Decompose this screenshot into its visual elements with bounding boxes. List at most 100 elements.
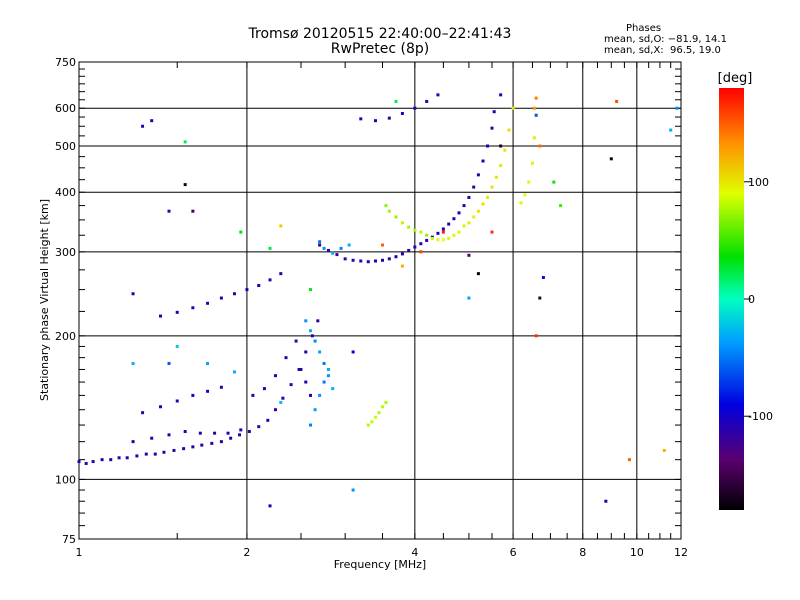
data-point xyxy=(351,488,355,492)
data-point xyxy=(175,399,179,403)
data-point xyxy=(318,393,322,397)
data-point xyxy=(511,106,515,110)
grid-lines xyxy=(78,62,681,539)
data-point xyxy=(400,111,404,115)
stats-line-o: mean, sd,O: −81.9, 14.1 xyxy=(604,34,727,45)
data-point xyxy=(507,128,511,132)
data-point xyxy=(413,106,417,110)
data-point xyxy=(289,383,293,387)
data-point xyxy=(499,93,503,97)
data-point xyxy=(251,393,255,397)
data-point xyxy=(490,230,494,234)
data-point xyxy=(150,436,154,440)
x-tick-label: 2 xyxy=(243,546,250,559)
data-point xyxy=(503,148,507,152)
data-point xyxy=(380,258,384,262)
y-tick-label: 400 xyxy=(55,186,76,199)
data-point xyxy=(326,367,330,371)
data-point xyxy=(347,243,351,247)
data-point xyxy=(200,443,204,447)
data-point xyxy=(419,230,423,234)
data-point xyxy=(662,448,666,452)
data-point xyxy=(167,361,171,365)
data-point xyxy=(266,418,270,422)
data-point xyxy=(141,124,145,128)
data-point xyxy=(206,361,210,365)
data-point xyxy=(467,296,471,300)
data-point xyxy=(387,257,391,261)
data-point xyxy=(457,211,461,215)
data-point xyxy=(534,113,538,117)
data-point xyxy=(387,209,391,213)
data-point xyxy=(313,339,317,343)
data-point xyxy=(191,393,195,397)
x-tick-label: 8 xyxy=(579,546,586,559)
y-tick-label: 100 xyxy=(55,473,76,486)
data-point xyxy=(131,361,135,365)
data-point xyxy=(335,253,339,257)
data-point xyxy=(436,93,440,97)
data-point xyxy=(232,292,236,296)
data-point xyxy=(183,140,187,144)
data-point xyxy=(322,380,326,384)
data-point xyxy=(206,301,210,305)
data-point xyxy=(530,161,534,165)
data-point xyxy=(141,411,145,415)
data-point xyxy=(279,272,283,276)
data-point xyxy=(316,319,320,323)
data-point xyxy=(226,431,230,435)
data-point xyxy=(373,415,377,419)
data-point xyxy=(262,387,266,391)
data-points xyxy=(77,93,679,508)
data-point xyxy=(213,431,217,435)
data-point xyxy=(532,136,536,140)
data-point xyxy=(167,433,171,437)
data-point xyxy=(604,499,608,503)
data-point xyxy=(284,356,288,360)
x-axis-label: Frequency [MHz] xyxy=(334,558,426,571)
data-point xyxy=(135,454,139,458)
data-point xyxy=(373,119,377,123)
data-point xyxy=(380,405,384,409)
data-point xyxy=(294,339,298,343)
data-point xyxy=(117,456,121,460)
data-point xyxy=(159,314,163,318)
data-point xyxy=(343,257,347,261)
data-point xyxy=(257,425,261,429)
colorbar xyxy=(719,88,744,510)
data-point xyxy=(331,251,335,255)
x-tick-labels: 1 2 4 6 8 10 12 xyxy=(76,546,689,559)
data-point xyxy=(232,370,236,374)
data-point xyxy=(538,296,542,300)
data-point xyxy=(191,445,195,449)
data-point xyxy=(366,423,370,427)
data-point xyxy=(541,276,545,280)
data-point xyxy=(310,334,314,338)
data-point xyxy=(210,441,214,445)
data-point xyxy=(527,180,531,184)
stats-line-x: mean, sd,X: 96.5, 19.0 xyxy=(604,45,721,56)
data-point xyxy=(268,246,272,250)
data-point xyxy=(279,224,283,228)
data-point xyxy=(191,209,195,213)
data-point xyxy=(281,396,285,400)
data-point xyxy=(499,144,503,148)
x-tick-label: 6 xyxy=(510,546,517,559)
data-point xyxy=(313,408,317,412)
data-point xyxy=(308,423,312,427)
chart-title: Tromsø 20120515 22:40:00–22:41:43 xyxy=(248,26,512,42)
data-point xyxy=(191,306,195,310)
data-point xyxy=(268,278,272,282)
data-point xyxy=(304,350,308,354)
data-point xyxy=(436,238,440,242)
data-point xyxy=(481,202,485,206)
data-point xyxy=(400,221,404,225)
data-point xyxy=(238,433,242,437)
data-point xyxy=(370,420,374,424)
data-point xyxy=(430,236,434,240)
data-point xyxy=(627,458,631,462)
data-point xyxy=(77,460,81,464)
data-point xyxy=(400,252,404,256)
data-point xyxy=(308,288,312,292)
